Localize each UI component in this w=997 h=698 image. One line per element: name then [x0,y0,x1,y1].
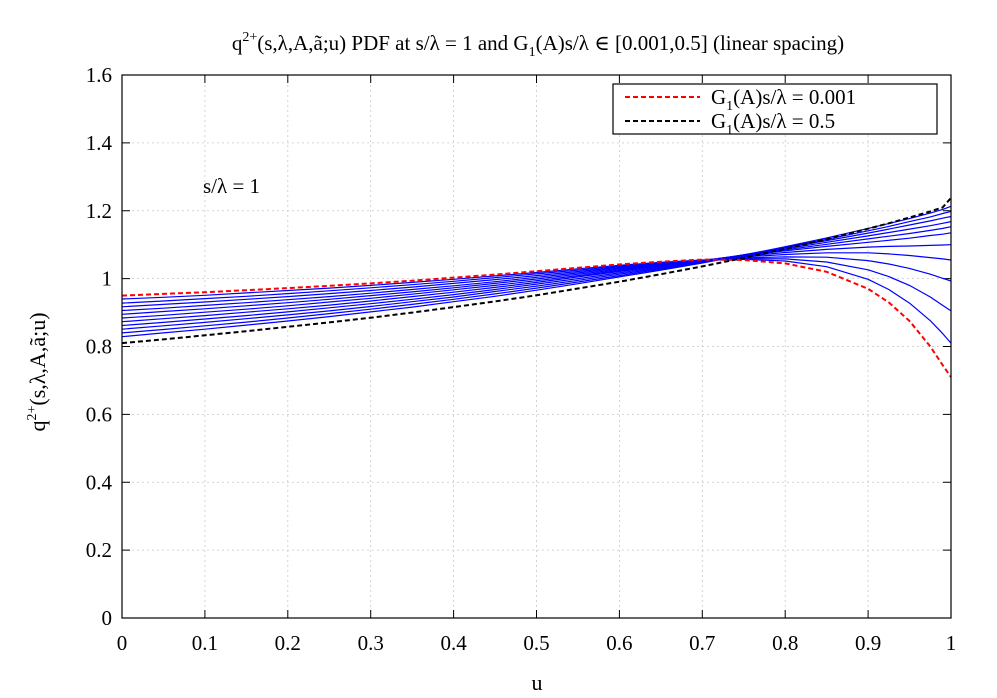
series-line-1 [121,258,952,344]
y-tick-label: 1.2 [86,199,112,223]
s-lambda-annotation: s/λ = 1 [203,174,260,198]
chart-title: q2+(s,λ,A,ã;u) PDF at s/λ = 1 and G1(A)s… [232,30,844,60]
y-tick-labels: 0 0.2 0.4 0.6 0.8 1 1.2 1.4 1.6 [86,63,113,630]
series-line-6 [121,232,952,319]
y-label-part-b: (s,λ,A,ã;u) [25,312,50,405]
x-tick-label: 1 [946,631,957,655]
y-tick-label: 1.6 [86,63,112,87]
x-tick-labels: 0 0.1 0.2 0.3 0.4 0.5 0.6 0.7 0.8 0.9 1 [117,631,957,655]
y-tick-label: 1.4 [86,131,113,155]
legend-label-0: G1(A)s/λ = 0.001 [711,85,856,114]
y-tick-label: 0.6 [86,402,112,426]
series-lines [121,197,952,378]
y-axis-label: q2+(s,λ,A,ã;u) [25,312,50,431]
x-axis-label: u [532,670,543,695]
x-tick-label: 0 [117,631,128,655]
x-tick-label: 0.4 [440,631,467,655]
series-line-black-dashed [121,197,952,345]
x-tick-label: 0.5 [523,631,549,655]
series-line-8 [121,221,952,327]
title-part-b: (s,λ,A,ã;u) PDF at s/λ = 1 and G [257,31,528,55]
legend-box [612,83,938,135]
y-label-part-a: q [25,421,50,432]
series-line-7 [121,226,952,323]
title-superscript: 2+ [242,30,257,45]
plot-frame [121,74,952,619]
x-tick-label: 0.1 [192,631,218,655]
y-tick-label: 0.8 [86,335,112,359]
y-tick-label: 0.4 [86,470,113,494]
x-tick-label: 0.9 [855,631,881,655]
series-line-2 [121,258,952,312]
y-label-superscript: 2+ [25,406,40,421]
y-tick-label: 1 [102,267,113,291]
series-line-9 [121,215,952,330]
series-line-5 [121,244,952,315]
x-tick-label: 0.6 [606,631,632,655]
y-tick-label: 0.2 [86,538,112,562]
legend: G1(A)s/λ = 0.001 G1(A)s/λ = 0.5 [612,83,938,138]
x-tick-label: 0.7 [689,631,715,655]
title-part-a: q [232,31,243,55]
y-tick-label: 0 [102,606,113,630]
x-tick-label: 0.3 [358,631,384,655]
x-tick-label: 0.2 [275,631,301,655]
title-subscript: 1 [529,45,536,60]
legend-label-1: G1(A)s/λ = 0.5 [711,109,835,138]
series-line-3 [121,256,952,308]
series-line-4 [121,252,952,312]
series-line-10 [121,210,952,334]
x-tick-label: 0.8 [772,631,798,655]
grid [122,75,951,618]
title-part-c: (A)s/λ ∈ [0.001,0.5] (linear spacing) [536,31,845,55]
